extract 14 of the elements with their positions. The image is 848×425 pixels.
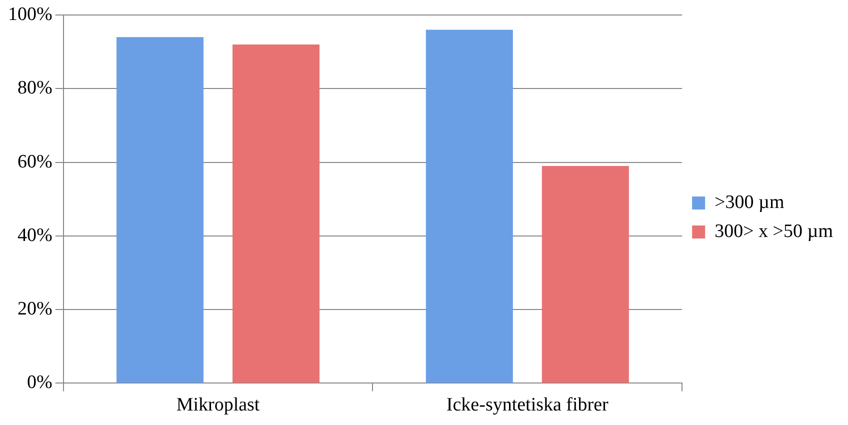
x-tick-label: Icke-syntetiska fibrer bbox=[446, 394, 610, 416]
y-tick-label: 40% bbox=[18, 224, 52, 246]
bar bbox=[542, 166, 629, 383]
y-tick-label: 100% bbox=[8, 4, 52, 25]
y-tick-label: 20% bbox=[18, 298, 52, 320]
legend-label: >300 µm bbox=[714, 192, 785, 213]
bar bbox=[426, 30, 513, 383]
x-tick-label: Mikroplast bbox=[176, 394, 260, 416]
y-tick-label: 0% bbox=[27, 372, 52, 394]
y-tick-label: 60% bbox=[18, 151, 52, 172]
legend-label: 300> x >50 µm bbox=[714, 220, 834, 242]
y-tick-label: 80% bbox=[18, 78, 52, 99]
bar bbox=[232, 44, 320, 383]
bar bbox=[116, 37, 204, 383]
